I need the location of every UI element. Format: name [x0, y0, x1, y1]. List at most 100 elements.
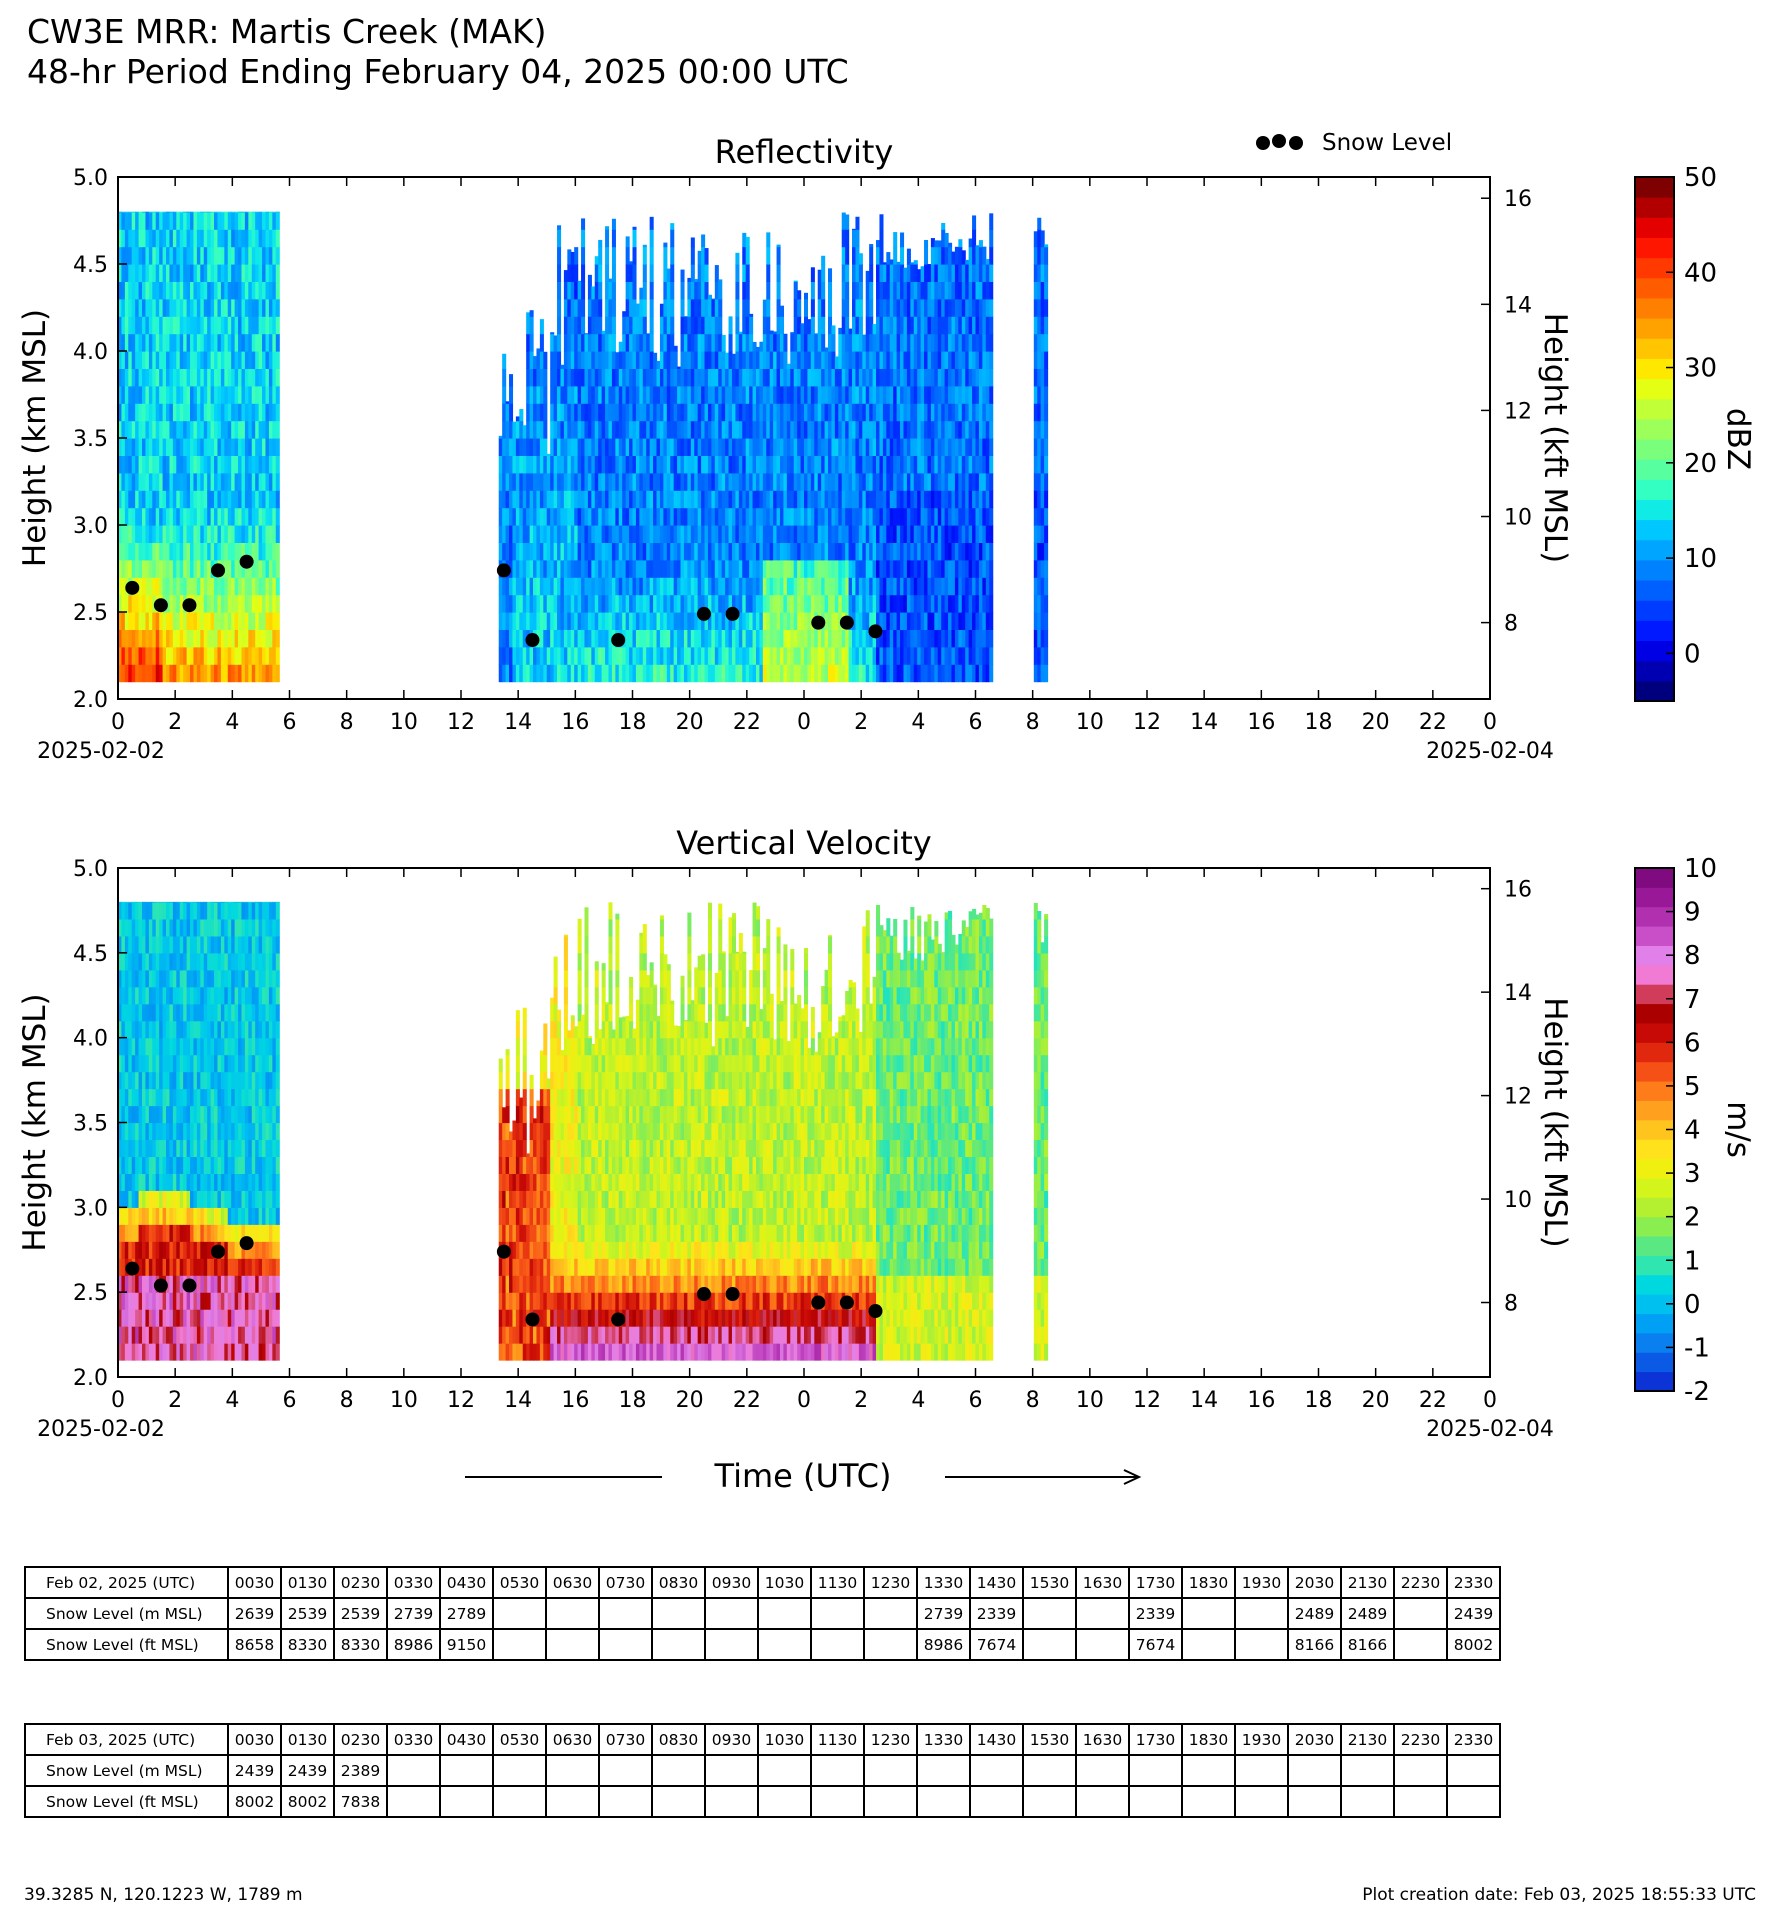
heatmap-cell: [711, 490, 716, 509]
heatmap-cell: [889, 455, 894, 474]
heatmap-cell: [560, 472, 565, 491]
heatmap-cell: [649, 385, 654, 404]
heatmap-cell: [172, 472, 177, 491]
heatmap-cell: [553, 455, 558, 474]
heatmap-cell: [872, 438, 877, 456]
heatmap-cell: [831, 646, 836, 665]
heatmap-cell: [550, 472, 555, 491]
heatmap-cell: [735, 612, 740, 630]
heatmap-cell: [557, 525, 562, 543]
heatmap-cell: [927, 629, 932, 648]
heatmap-cell: [241, 211, 246, 230]
heatmap-cell: [852, 403, 857, 422]
heatmap-cell: [982, 403, 987, 422]
heatmap-cell: [138, 351, 143, 369]
heatmap-cell: [536, 472, 541, 491]
heatmap-cell: [265, 211, 270, 213]
heatmap-cell: [978, 403, 983, 422]
heatmap-cell: [714, 594, 719, 613]
heatmap-cell: [190, 490, 195, 509]
heatmap-cell: [982, 664, 987, 683]
heatmap-cell: [858, 490, 863, 509]
heatmap-cell: [954, 629, 959, 648]
heatmap-cell: [927, 542, 932, 561]
heatmap-cell: [677, 420, 682, 439]
heatmap-cell: [759, 351, 764, 369]
heatmap-cell: [714, 265, 719, 282]
heatmap-cell: [190, 211, 195, 213]
heatmap-cell: [265, 351, 270, 369]
heatmap-cell: [745, 455, 750, 474]
heatmap-cell: [810, 594, 815, 613]
heatmap-cell: [735, 594, 740, 613]
heatmap-cell: [920, 455, 925, 474]
heatmap-cell: [502, 438, 507, 456]
heatmap-cell: [982, 490, 987, 509]
heatmap-cell: [214, 211, 219, 230]
heatmap-cell: [536, 455, 541, 474]
heatmap-cell: [893, 507, 898, 526]
heatmap-cell: [272, 211, 277, 230]
heatmap-cell: [855, 403, 860, 422]
heatmap-cell: [858, 525, 863, 543]
heatmap-cell: [512, 542, 517, 561]
heatmap-cell: [906, 646, 911, 665]
heatmap-cell: [231, 594, 236, 613]
heatmap-cell: [858, 455, 863, 474]
heatmap-cell: [196, 594, 201, 613]
heatmap-cell: [961, 368, 966, 387]
heatmap-cell: [670, 664, 675, 683]
heatmap-cell: [238, 316, 243, 335]
heatmap-cell: [214, 490, 219, 509]
heatmap-cell: [265, 229, 270, 248]
heatmap-cell: [954, 612, 959, 630]
heatmap-cell: [742, 281, 747, 300]
heatmap-cell: [183, 385, 188, 404]
heatmap-cell: [577, 385, 582, 404]
heatmap-cell: [265, 316, 270, 335]
heatmap-cell: [961, 525, 966, 543]
heatmap-cell: [135, 507, 140, 526]
heatmap-cell: [948, 385, 953, 404]
heatmap-cell: [231, 264, 236, 282]
heatmap-cell: [924, 246, 929, 265]
heatmap-cell: [142, 455, 147, 474]
heatmap-cell: [618, 385, 623, 404]
heatmap-cell: [687, 385, 692, 404]
heatmap-cell: [711, 298, 716, 317]
heatmap-cell: [176, 403, 181, 422]
heatmap-cell: [224, 472, 229, 491]
x-tick-label: 2: [854, 710, 868, 735]
heatmap-cell: [220, 542, 225, 561]
heatmap-cell: [605, 246, 610, 265]
colorbar-tick-label: 40: [1684, 258, 1717, 288]
heatmap-cell: [972, 385, 977, 404]
heatmap-cell: [804, 438, 809, 456]
heatmap-cell: [238, 229, 243, 248]
heatmap-cell: [118, 211, 123, 213]
heatmap-cell: [831, 403, 836, 422]
heatmap-cell: [255, 525, 260, 543]
heatmap-cell: [742, 612, 747, 630]
heatmap-cell: [701, 664, 706, 683]
heatmap-cell: [210, 351, 215, 369]
heatmap-cell: [749, 594, 754, 613]
heatmap-cell: [268, 438, 273, 456]
heatmap-cell: [663, 455, 668, 474]
heatmap-cell: [121, 490, 126, 509]
heatmap-cell: [169, 612, 174, 630]
heatmap-cell: [800, 577, 805, 596]
heatmap-cell: [519, 490, 524, 509]
heatmap-cell: [927, 559, 932, 578]
heatmap-cell: [862, 334, 867, 352]
heatmap-cell: [244, 368, 249, 387]
heatmap-cell: [155, 646, 160, 665]
heatmap-cell: [869, 646, 874, 665]
heatmap-cell: [683, 438, 688, 456]
heatmap-cell: [913, 264, 918, 282]
heatmap-cell: [869, 333, 874, 352]
heatmap-cell: [598, 246, 603, 265]
heatmap-cell: [845, 472, 850, 491]
heatmap-cell: [968, 594, 973, 613]
heatmap-cell: [646, 629, 651, 648]
